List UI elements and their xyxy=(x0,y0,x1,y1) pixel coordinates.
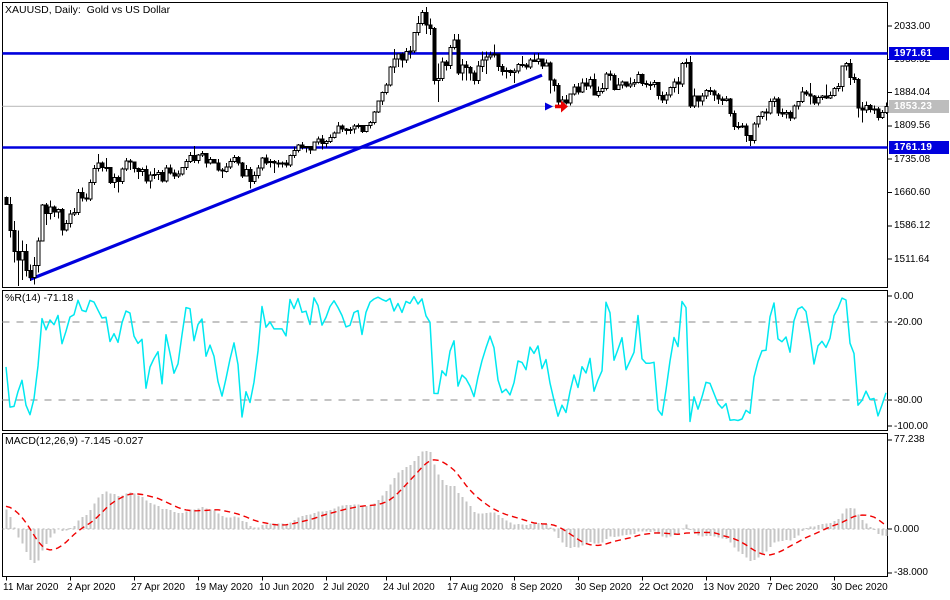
price-tick-label: 2033.00 xyxy=(894,20,931,32)
macd-signal-line xyxy=(5,459,887,556)
macd-tick-label: 0.000 xyxy=(894,523,920,535)
wpr-panel-border xyxy=(2,290,888,431)
date-tick-label: 10 Jun 2020 xyxy=(259,582,315,593)
price-tick-label: 1660.60 xyxy=(894,186,931,198)
macd-histogram xyxy=(5,450,888,564)
red-arrow-marker[interactable] xyxy=(555,100,568,113)
date-tick-label: 30 Sep 2020 xyxy=(575,582,632,593)
macd-panel-drawing xyxy=(2,450,888,564)
date-tick-label: 13 Nov 2020 xyxy=(703,582,760,593)
macd-tick-label: 77.238 xyxy=(894,434,925,446)
main-panel-border xyxy=(2,2,888,288)
main-panel-title: XAUUSD, Daily: Gold vs US Dollar xyxy=(5,4,171,16)
date-tick-label: 27 Apr 2020 xyxy=(131,582,185,593)
wpr-tick-label: -100.00 xyxy=(894,420,928,432)
panel-borders xyxy=(2,2,888,577)
date-tick-label: 24 Jul 2020 xyxy=(383,582,435,593)
macd-panel-border xyxy=(2,433,888,577)
price-tick-label: 1511.64 xyxy=(894,253,930,265)
date-tick-label: 30 Dec 2020 xyxy=(831,582,888,593)
date-tick-label: 7 Dec 2020 xyxy=(767,582,819,593)
trend-line[interactable] xyxy=(29,73,543,281)
price-tick-label: 1735.08 xyxy=(894,153,931,165)
axis-tick-marks xyxy=(6,25,892,581)
date-tick-label: 8 Sep 2020 xyxy=(511,582,563,593)
date-tick-label: 22 Oct 2020 xyxy=(639,582,694,593)
date-tick-label: 2 Apr 2020 xyxy=(67,582,116,593)
wpr-tick-label: -80.00 xyxy=(894,394,923,406)
date-tick-label: 11 Mar 2020 xyxy=(3,582,59,593)
candles-up xyxy=(20,12,889,279)
price-tick-label: 1884.04 xyxy=(894,87,931,99)
candles-down xyxy=(4,12,881,279)
wpr-panel-drawing xyxy=(2,295,888,423)
macd-tick-label: -38.000 xyxy=(894,567,928,579)
resistance-price-badge: 1971.61 xyxy=(889,46,949,60)
wpr-tick-label: 0.00 xyxy=(894,290,914,302)
wpr-panel-title: %R(14) -71.18 xyxy=(5,292,74,304)
price-tick-label: 1809.56 xyxy=(894,120,931,132)
date-tick-label: 19 May 2020 xyxy=(195,582,253,593)
support-price-badge: 1761.19 xyxy=(889,140,949,154)
main-panel-drawing xyxy=(2,7,889,287)
date-tick-label: 2 Jul 2020 xyxy=(323,582,370,593)
wpr-line xyxy=(5,295,887,423)
blue-arrow-marker[interactable] xyxy=(545,102,553,111)
macd-panel-title: MACD(12,26,9) -7.145 -0.027 xyxy=(5,435,144,447)
wpr-tick-label: -20.00 xyxy=(894,316,923,328)
date-tick-label: 17 Aug 2020 xyxy=(447,582,504,593)
price-tick-label: 1586.12 xyxy=(894,220,931,232)
current-price-badge: 1853.23 xyxy=(889,99,949,113)
